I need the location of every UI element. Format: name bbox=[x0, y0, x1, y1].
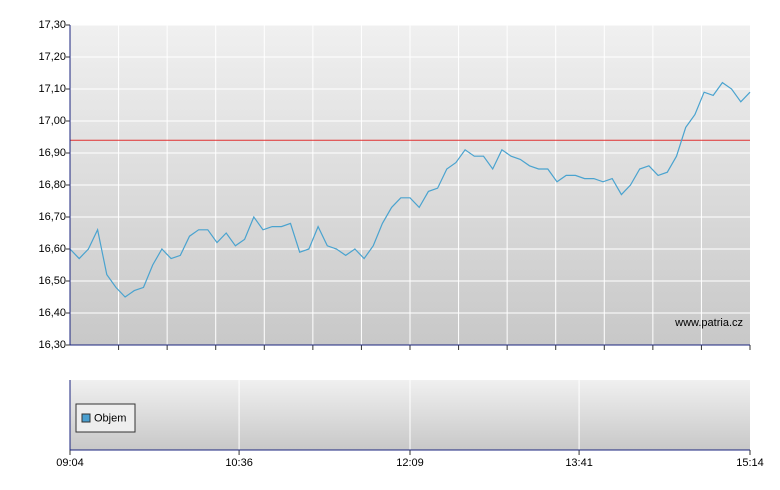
y-tick-label: 16,50 bbox=[38, 275, 66, 287]
price-line bbox=[69, 81, 751, 298]
y-tick-label: 17,20 bbox=[38, 51, 66, 63]
y-tick-label: 16,60 bbox=[38, 243, 66, 255]
x-tick-label: 09:04 bbox=[56, 457, 84, 469]
legend-label: Objem bbox=[94, 412, 126, 424]
legend-swatch bbox=[81, 413, 91, 423]
y-tick-label: 16,40 bbox=[38, 307, 66, 319]
x-tick-label: 15:14 bbox=[736, 457, 764, 469]
x-tick-label: 12:09 bbox=[396, 457, 424, 469]
x-tick-label: 13:41 bbox=[565, 457, 593, 469]
y-tick-label: 17,30 bbox=[38, 19, 66, 31]
x-tick-label: 10:36 bbox=[225, 457, 253, 469]
watermark: www.patria.cz bbox=[674, 317, 743, 329]
y-tick-label: 16,30 bbox=[38, 339, 66, 351]
y-tick-label: 16,70 bbox=[38, 211, 66, 223]
y-tick-label: 17,00 bbox=[38, 115, 66, 127]
y-tick-label: 16,80 bbox=[38, 179, 66, 191]
y-tick-label: 16,90 bbox=[38, 147, 66, 159]
y-tick-label: 17,10 bbox=[38, 83, 66, 95]
